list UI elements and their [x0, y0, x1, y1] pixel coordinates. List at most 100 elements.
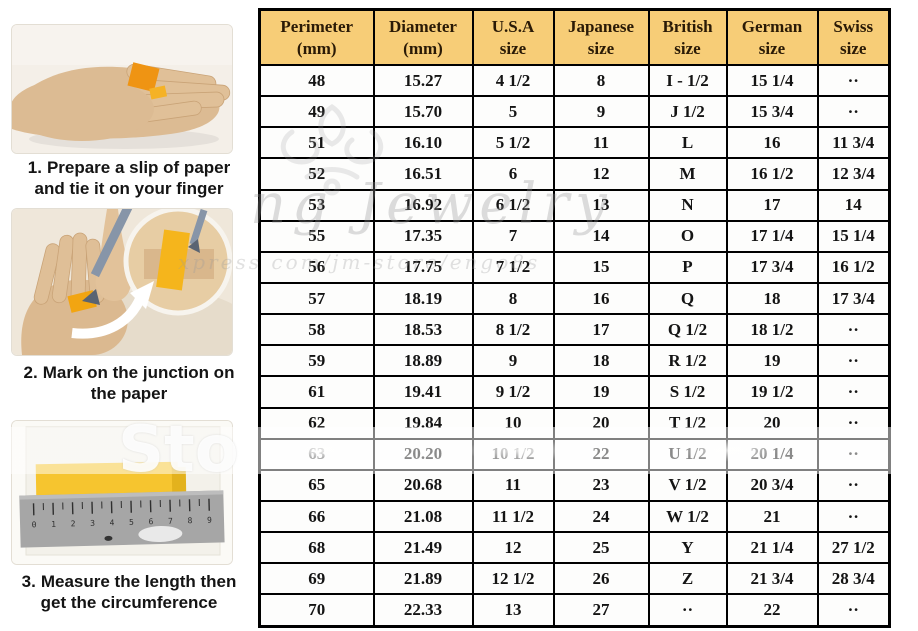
table-cell: 20 3/4 — [725, 468, 819, 502]
table-row: 51 16.10 5 1/2 11 L 16 11 3/4 — [258, 126, 891, 160]
table-cell: 17 — [725, 188, 819, 222]
table-cell: 21 1/4 — [725, 531, 819, 565]
table-cell: 22.33 — [372, 593, 474, 628]
table-cell: 16.92 — [372, 188, 474, 222]
table-cell: ·· — [816, 593, 891, 628]
table-cell: 16 — [552, 281, 650, 316]
table-cell: 21 — [725, 499, 819, 534]
table-row: 58 18.53 8 1/2 17 Q 1/2 18 1/2 ·· — [258, 313, 891, 347]
marking-paper-illustration — [12, 209, 232, 355]
table-cell: 17 3/4 — [725, 250, 819, 284]
instruction-step-1: 1. Prepare a slip of paper and tie it on … — [0, 25, 258, 205]
table-cell: N — [647, 188, 728, 222]
table-cell: 18 — [725, 281, 819, 316]
table-cell: ·· — [816, 468, 891, 502]
svg-text:5: 5 — [129, 518, 134, 527]
table-row: 65 20.68 11 23 V 1/2 20 3/4 ·· — [258, 468, 891, 502]
step2-text-line1: Mark on the junction on — [42, 363, 235, 382]
step3-caption: 3. Measure the length then get the circum… — [2, 571, 256, 613]
table-cell: 49 — [258, 95, 375, 129]
table-body: 48 15.27 4 1/2 8 I - 1/2 15 1/4 ·· 49 15.70 5 9 J 1… — [258, 63, 891, 628]
table-cell: 53 — [258, 188, 375, 222]
svg-text:9: 9 — [207, 516, 212, 525]
table-cell: 15 1/4 — [816, 219, 891, 253]
table-row: 55 17.35 7 14 O 17 1/4 15 1/4 — [258, 219, 891, 253]
svg-text:1: 1 — [51, 520, 56, 529]
instruction-step-3: 0 1 2 3 4 5 6 7 8 9 3. Measure the length then get… — [0, 421, 258, 621]
table-row: 53 16.92 6 1/2 13 N 17 14 — [258, 188, 891, 222]
table-cell: ·· — [816, 437, 891, 471]
table-cell: 22 — [725, 593, 819, 628]
table-cell: L — [647, 126, 728, 160]
table-cell: 58 — [258, 313, 375, 347]
table-cell: 17 — [552, 313, 650, 347]
table-cell: 19.84 — [372, 406, 474, 440]
table-row: 68 21.49 12 25 Y 21 1/4 27 1/2 — [258, 531, 891, 565]
table-cell: Q 1/2 — [647, 313, 728, 347]
table-cell: 21.08 — [372, 499, 474, 534]
table-cell: 55 — [258, 219, 375, 253]
table-cell: 25 — [552, 531, 650, 565]
table-cell: 57 — [258, 281, 375, 316]
table-cell: 16.10 — [372, 126, 474, 160]
table-cell: 56 — [258, 250, 375, 284]
table-cell: 12 — [552, 157, 650, 191]
table-cell: 8 — [552, 63, 650, 98]
table-cell: 18.89 — [372, 344, 474, 378]
table-cell: 6 1/2 — [471, 188, 555, 222]
table-cell: 8 — [471, 281, 555, 316]
table-cell: 16 — [725, 126, 819, 160]
table-cell: ·· — [816, 499, 891, 534]
step3-photo: 0 1 2 3 4 5 6 7 8 9 — [12, 421, 232, 564]
table-row: 59 18.89 9 18 R 1/2 19 ·· — [258, 344, 891, 378]
table-cell: 27 1/2 — [816, 531, 891, 565]
table-cell: 9 — [552, 95, 650, 129]
table-cell: 28 3/4 — [816, 562, 891, 596]
table-cell: V 1/2 — [647, 468, 728, 502]
table-cell: W 1/2 — [647, 499, 728, 534]
table-cell: 21.89 — [372, 562, 474, 596]
table-cell: O — [647, 219, 728, 253]
svg-text:8: 8 — [187, 516, 192, 525]
table-cell: 17 1/4 — [725, 219, 819, 253]
table-cell: 16.51 — [372, 157, 474, 191]
step3-text-line2: get the circumference — [40, 593, 218, 612]
table-cell: 12 — [471, 531, 555, 565]
table-cell: 10 1/2 — [471, 437, 555, 471]
table-cell: 69 — [258, 562, 375, 596]
table-row: 57 18.19 8 16 Q 18 17 3/4 — [258, 281, 891, 316]
table-cell: ·· — [816, 406, 891, 440]
col-header-usa: U.S.A size — [471, 8, 555, 66]
svg-text:6: 6 — [148, 517, 153, 526]
table-cell: 59 — [258, 344, 375, 378]
table-cell: 18 1/2 — [725, 313, 819, 347]
table-cell: 20 — [552, 406, 650, 440]
table-cell: P — [647, 250, 728, 284]
table-cell: 18.53 — [372, 313, 474, 347]
table-cell: 20 — [725, 406, 819, 440]
step3-text-line1: Measure the length then — [40, 572, 237, 591]
table-cell: 9 — [471, 344, 555, 378]
table-row: 70 22.33 13 27 ·· 22 ·· — [258, 593, 891, 628]
table-cell: 19 — [725, 344, 819, 378]
step3-number: 3. — [21, 572, 36, 591]
step2-photo — [12, 209, 232, 355]
table-row: 66 21.08 11 1/2 24 W 1/2 21 ·· — [258, 499, 891, 534]
table-cell: Z — [647, 562, 728, 596]
table-cell: 19.41 — [372, 375, 474, 409]
table-cell: ·· — [816, 313, 891, 347]
table-cell: 12 3/4 — [816, 157, 891, 191]
col-header-perimeter: Perimeter (mm) — [258, 8, 375, 66]
table-cell: T 1/2 — [647, 406, 728, 440]
table-cell: M — [647, 157, 728, 191]
table-cell: 63 — [258, 437, 375, 471]
table-cell: 7 — [471, 219, 555, 253]
instruction-step-2: 2. Mark on the junction on the paper — [0, 209, 258, 405]
table-cell: 19 — [552, 375, 650, 409]
step1-caption: 1. Prepare a slip of paper and tie it on … — [2, 157, 256, 199]
step1-photo — [12, 25, 232, 153]
header-row: Perimeter (mm) Diameter (mm) U.S.A size Jap… — [258, 8, 891, 66]
table-cell: S 1/2 — [647, 375, 728, 409]
pen — [82, 209, 133, 305]
table-cell: 4 1/2 — [471, 63, 555, 98]
